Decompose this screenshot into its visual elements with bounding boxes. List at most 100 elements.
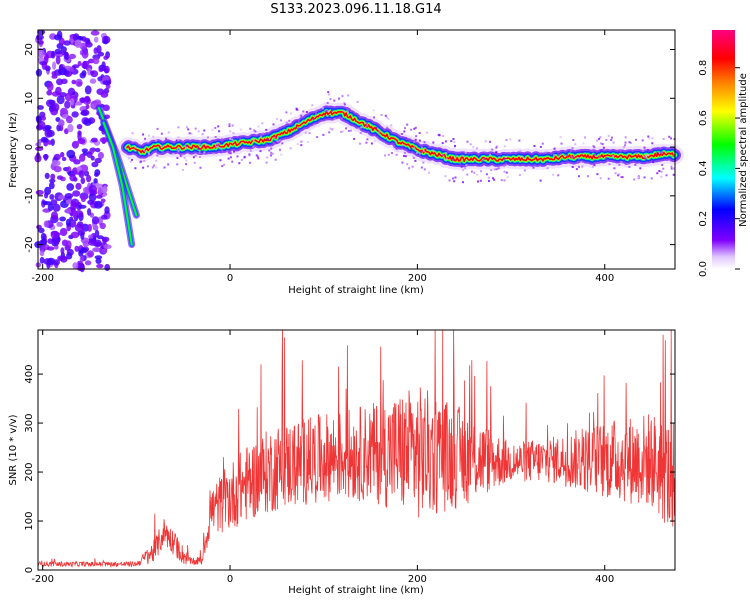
spectrogram-halo-cell bbox=[373, 140, 376, 143]
spectrogram-halo-cell bbox=[464, 151, 467, 154]
spectrogram-halo-cell bbox=[279, 149, 281, 152]
spectrogram-noise-cell bbox=[43, 153, 48, 161]
spectrogram-halo-cell bbox=[169, 151, 172, 153]
spectrogram-halo-cell bbox=[211, 128, 214, 131]
spectrogram-halo-cell bbox=[574, 143, 577, 146]
x-tick-label: 0 bbox=[227, 273, 233, 284]
spectrogram-halo-cell bbox=[194, 127, 197, 130]
spectrogram-halo-cell bbox=[586, 175, 589, 178]
spectrogram-noise-cell bbox=[84, 260, 92, 266]
spectrogram-halo-cell bbox=[553, 147, 556, 150]
spectrogram-halo-cell bbox=[405, 137, 408, 139]
spectrogram-noise-cell bbox=[94, 172, 99, 177]
spectrogram-noise-cell bbox=[59, 92, 67, 98]
spectrogram-halo-cell bbox=[404, 127, 406, 130]
spectrogram-halo-cell bbox=[498, 156, 501, 159]
spectrogram-halo-cell bbox=[601, 143, 604, 146]
spectrogram-noise-cell bbox=[80, 196, 86, 203]
spectrogram-halo-cell bbox=[325, 109, 328, 112]
spectrogram-halo-cell bbox=[129, 160, 132, 163]
spectrogram-noise-cell bbox=[55, 55, 61, 65]
spectrogram-noise-cell bbox=[52, 203, 61, 212]
spectrogram-halo-cell bbox=[406, 123, 409, 126]
spectrogram-halo-cell bbox=[395, 153, 398, 156]
y-tick-label: 0 bbox=[24, 144, 35, 150]
spectrogram-noise-cell bbox=[95, 194, 103, 199]
spectrogram-halo-cell bbox=[253, 134, 256, 137]
spectrogram-halo-cell bbox=[243, 155, 246, 158]
spectrogram-halo-cell bbox=[347, 94, 350, 97]
spectrogram-halo-cell bbox=[370, 142, 373, 145]
spectrogram-halo-cell bbox=[600, 149, 603, 152]
spectrogram-halo-cell bbox=[470, 170, 473, 173]
spectrogram-halo-cell bbox=[176, 149, 179, 152]
spectrogram-halo-cell bbox=[217, 125, 220, 128]
spectrogram-noise-cell bbox=[80, 177, 86, 185]
spectrogram-halo-cell bbox=[656, 172, 659, 175]
spectrogram-halo-cell bbox=[617, 174, 620, 177]
spectrogram-halo-cell bbox=[661, 150, 664, 153]
spectrogram-halo-cell bbox=[343, 103, 346, 106]
spectrogram-noise-cell bbox=[72, 190, 81, 197]
spectrogram-halo-cell bbox=[505, 139, 508, 141]
spectrogram-halo-cell bbox=[156, 127, 159, 130]
spectrogram-halo-cell bbox=[539, 145, 542, 148]
spectrogram-noise-cell bbox=[82, 240, 90, 247]
spectrogram-noise-cell bbox=[66, 149, 76, 159]
spectrogram-halo-cell bbox=[411, 165, 414, 168]
spectrogram-halo-cell bbox=[384, 154, 386, 157]
spectrogram-halo-cell bbox=[300, 114, 303, 117]
spectrogram-noise-cell bbox=[51, 71, 57, 76]
spectrogram-halo-cell bbox=[490, 169, 493, 172]
spectrogram-halo-cell bbox=[552, 153, 555, 156]
spectrogram-halo-cell bbox=[155, 159, 158, 162]
spectrogram-halo-cell bbox=[425, 155, 428, 158]
spectrogram-halo-cell bbox=[272, 141, 275, 144]
spectrogram-halo-cell bbox=[626, 162, 629, 165]
spectrogram-halo-cell bbox=[307, 140, 310, 143]
spectrogram-halo-cell bbox=[466, 140, 469, 143]
spectrogram-halo-cell bbox=[372, 109, 375, 112]
spectrogram-halo-cell bbox=[393, 145, 396, 148]
spectrogram-halo-cell bbox=[464, 167, 467, 169]
colorbar-tick-label: 0.6 bbox=[698, 110, 709, 126]
spectrogram-halo-cell bbox=[485, 173, 488, 176]
spectrogram-noise-cell bbox=[73, 101, 83, 106]
spectrogram-noise-cell bbox=[55, 86, 62, 96]
spectrogram-halo-cell bbox=[644, 157, 647, 160]
spectrogram-noise-cell bbox=[63, 40, 71, 46]
spectrogram-halo-cell bbox=[264, 142, 267, 145]
spectrogram-noise-cell bbox=[90, 30, 100, 36]
spectrogram-noise-cell bbox=[74, 39, 82, 48]
spectrogram-noise-cell bbox=[74, 245, 80, 252]
spectrogram-halo-cell bbox=[483, 151, 486, 154]
spectrogram-halo-cell bbox=[216, 142, 219, 145]
spectrogram-halo-cell bbox=[503, 158, 506, 161]
spectrogram-halo-cell bbox=[419, 151, 422, 154]
snr-y-ticks: 0 100 200 300 400 bbox=[24, 365, 675, 573]
y-tick-label: -10 bbox=[24, 188, 35, 204]
spectrogram-halo-cell bbox=[665, 174, 668, 177]
spectrogram-halo-cell bbox=[523, 169, 526, 172]
spectrogram-halo-cell bbox=[128, 157, 131, 160]
spectrogram-halo-cell bbox=[593, 163, 596, 166]
spectrogram-halo-cell bbox=[614, 172, 617, 175]
spectrogram-noise-cell bbox=[46, 99, 55, 108]
spectrogram-halo-cell bbox=[214, 136, 217, 138]
spectrogram-halo-cell bbox=[559, 152, 562, 155]
spectrogram-halo-cell bbox=[221, 137, 224, 140]
spectrogram-noise-cell bbox=[58, 64, 64, 72]
spectrogram-halo-cell bbox=[218, 130, 221, 133]
spectrogram-halo-cell bbox=[620, 161, 623, 164]
spectrogram-halo-cell bbox=[152, 135, 155, 138]
spectrogram-noise-cell bbox=[95, 147, 101, 153]
spectrogram-halo-cell bbox=[489, 153, 492, 156]
spectrogram-halo-cell bbox=[306, 111, 308, 114]
spectrogram-halo-cell bbox=[580, 161, 583, 164]
spectrogram-noise-cell bbox=[64, 100, 71, 109]
spectrogram-noise-cell bbox=[81, 223, 90, 232]
spectrogram-halo-cell bbox=[660, 170, 663, 173]
spectrogram-noise-cell bbox=[80, 111, 88, 116]
spectrogram-noise-cell bbox=[50, 173, 56, 180]
spectrogram-halo-cell bbox=[599, 177, 602, 180]
